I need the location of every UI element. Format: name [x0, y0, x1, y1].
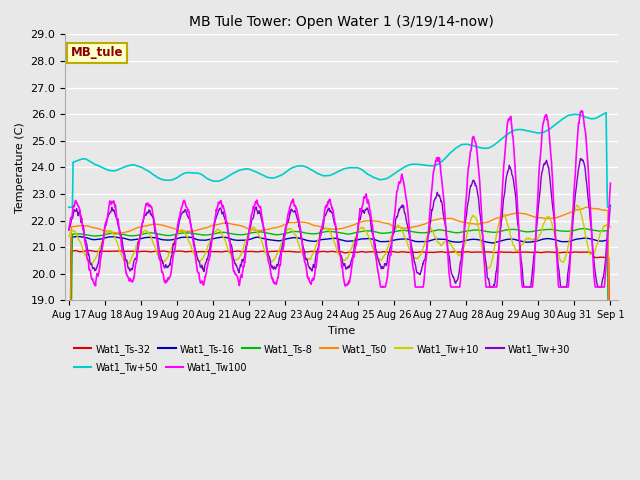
X-axis label: Time: Time [328, 325, 355, 336]
Title: MB Tule Tower: Open Water 1 (3/19/14-now): MB Tule Tower: Open Water 1 (3/19/14-now… [189, 15, 494, 29]
Text: MB_tule: MB_tule [70, 46, 123, 60]
Legend: Wat1_Tw+50, Wat1_Tw100: Wat1_Tw+50, Wat1_Tw100 [70, 359, 252, 377]
Y-axis label: Temperature (C): Temperature (C) [15, 122, 25, 213]
